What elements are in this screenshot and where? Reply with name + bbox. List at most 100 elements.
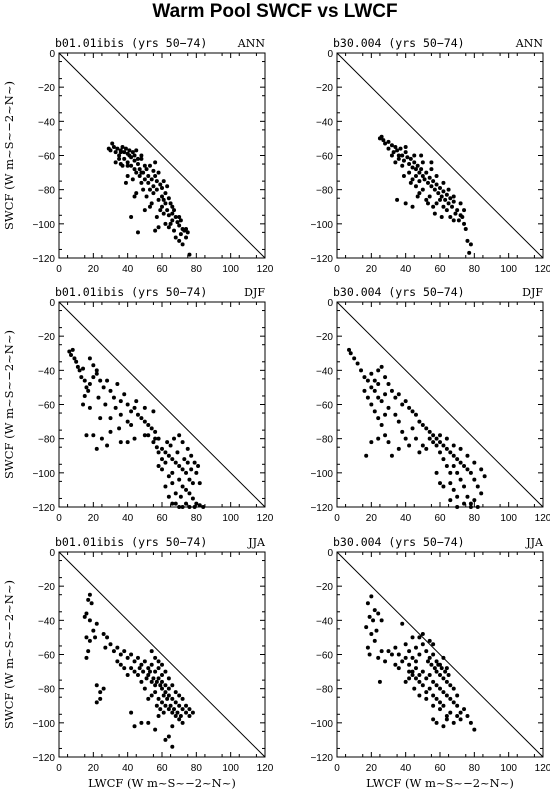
data-point <box>170 481 175 486</box>
data-point <box>465 494 470 499</box>
data-point <box>105 443 110 448</box>
data-point <box>413 676 418 681</box>
y-tick-label: −100 <box>310 469 333 480</box>
data-point <box>451 487 456 492</box>
data-point <box>108 388 113 393</box>
data-point <box>172 707 177 712</box>
data-point <box>190 481 195 486</box>
y-tick-label: −80 <box>316 435 333 446</box>
data-point <box>420 669 425 674</box>
data-point <box>427 673 432 677</box>
data-point <box>458 446 463 451</box>
x-tick-label: 20 <box>88 763 100 774</box>
data-point <box>453 211 458 216</box>
data-point <box>115 382 120 386</box>
data-point <box>129 163 134 168</box>
data-point <box>455 703 460 708</box>
data-point <box>365 378 370 383</box>
data-point <box>383 659 388 664</box>
data-point <box>110 141 115 146</box>
data-point <box>146 666 151 671</box>
data-point <box>427 175 432 180</box>
data-point <box>407 443 412 448</box>
data-point <box>427 429 432 434</box>
data-point <box>137 174 142 178</box>
data-point <box>448 215 453 219</box>
data-point <box>393 395 398 400</box>
data-point <box>177 703 182 708</box>
data-point <box>389 388 394 393</box>
y-tick-label: −100 <box>310 220 333 231</box>
data-point <box>441 180 446 185</box>
data-point <box>108 429 113 434</box>
data-point <box>434 443 439 448</box>
data-point <box>383 433 388 438</box>
data-point <box>434 470 439 475</box>
data-point <box>91 363 96 368</box>
data-point <box>70 347 75 352</box>
data-point <box>187 252 192 257</box>
data-point <box>178 494 183 499</box>
data-point <box>443 197 448 202</box>
x-tick-label: 80 <box>469 264 481 275</box>
data-point <box>396 419 401 424</box>
x-tick-label: 80 <box>469 763 481 774</box>
data-point <box>166 213 171 218</box>
season-label: DJF <box>522 286 543 299</box>
data-point <box>99 436 104 441</box>
data-point <box>424 676 429 681</box>
data-point <box>87 382 92 386</box>
data-point <box>163 669 168 674</box>
diagonal-reference-line <box>58 52 266 259</box>
data-point <box>372 409 377 414</box>
data-point <box>130 177 135 182</box>
data-point <box>424 197 429 202</box>
data-point <box>98 378 103 383</box>
data-point <box>431 440 436 445</box>
data-point <box>142 405 147 410</box>
data-point <box>432 211 437 216</box>
data-point <box>72 356 77 361</box>
data-point <box>369 402 374 407</box>
data-point <box>413 659 418 664</box>
data-point <box>372 608 377 613</box>
data-point <box>134 170 139 175</box>
data-point <box>151 440 156 445</box>
data-point <box>165 184 170 189</box>
data-point <box>166 676 171 681</box>
y-tick-label: −100 <box>32 719 55 730</box>
data-point <box>434 659 439 664</box>
data-point <box>177 477 182 482</box>
data-point <box>427 194 432 199</box>
data-point <box>455 470 460 475</box>
data-point <box>444 693 449 698</box>
data-point <box>160 679 164 684</box>
y-tick-label: 0 <box>49 49 55 60</box>
data-point <box>196 464 201 468</box>
data-point <box>153 436 158 441</box>
data-point <box>91 433 96 438</box>
data-point <box>451 453 456 458</box>
data-point <box>396 446 401 451</box>
data-point <box>403 201 408 206</box>
data-point <box>410 426 415 431</box>
data-point <box>160 204 164 209</box>
data-point <box>122 392 127 397</box>
x-tick-label: 40 <box>400 763 412 774</box>
y-tick-label: −20 <box>316 582 333 593</box>
y-tick-label: −40 <box>38 616 55 627</box>
data-point <box>134 148 139 153</box>
data-point <box>115 645 120 650</box>
data-point <box>468 720 473 725</box>
data-point <box>161 179 166 184</box>
data-point <box>94 368 99 373</box>
data-point <box>177 223 182 228</box>
y-tick-label: −100 <box>310 719 333 730</box>
data-point <box>135 655 140 660</box>
data-point <box>408 180 413 185</box>
data-point <box>451 199 456 204</box>
data-point <box>125 673 130 677</box>
data-point <box>451 464 456 468</box>
data-point <box>417 679 422 684</box>
x-tick-label: 0 <box>334 513 340 524</box>
